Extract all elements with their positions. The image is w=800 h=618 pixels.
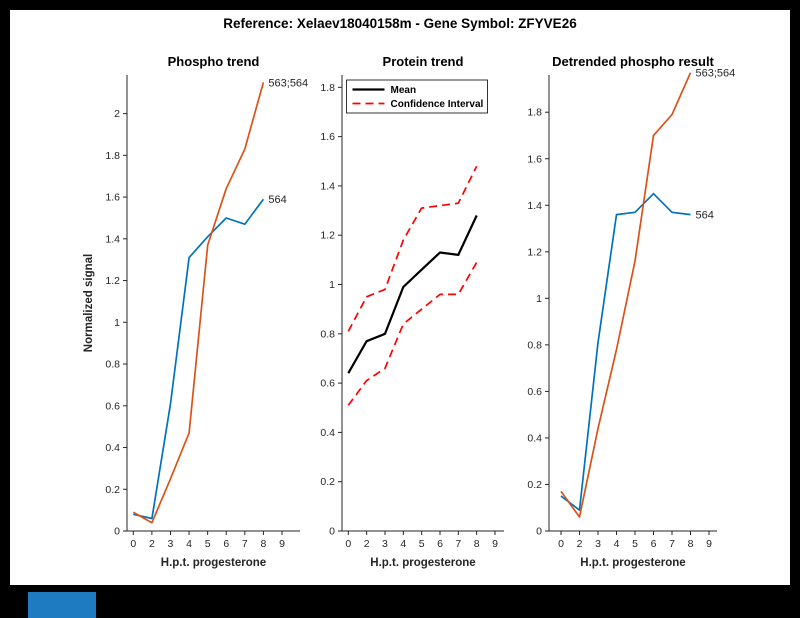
x-tick-label: 0 [130, 538, 136, 550]
y-axis-label: Normalized signal [83, 254, 95, 352]
subplot-phospho-trend: 0 0.2 0.4 0.6 0.8 1 1.2 1.4 1.6 1.8 2 0 2 3 4 5 6 7 8 9 Phos… [83, 54, 308, 569]
y-tick-label: 0.6 [320, 378, 335, 390]
series-end-label: 563;564 [696, 68, 736, 80]
y-tick-label: 0.6 [527, 386, 542, 398]
legend-label: Mean [391, 85, 417, 96]
taskbar-item[interactable] [28, 592, 96, 618]
x-axis-label: H.p.t. progesterone [580, 557, 685, 569]
x-tick-label: 6 [437, 538, 443, 550]
y-tick-label: 0 [329, 526, 335, 538]
x-tick-label: 7 [455, 538, 461, 550]
x-tick-label: 9 [706, 538, 712, 550]
x-tick-label: 4 [400, 538, 406, 550]
x-tick-label: 8 [260, 538, 266, 550]
y-tick-label: 1 [114, 317, 120, 329]
x-tick-label: 6 [651, 538, 657, 550]
y-tick-label: 1.8 [527, 107, 542, 119]
x-tick-label: 8 [688, 538, 694, 550]
y-tick-label: 0.2 [320, 476, 335, 488]
subplot-detrended-phospho-result: 0 0.2 0.4 0.6 0.8 1 1.2 1.4 1.6 1.8 0 2 3 4 5 6 7 8 9 Detre… [527, 54, 735, 569]
series-end-label: 563;564 [268, 77, 308, 89]
y-tick-label: 0 [114, 526, 120, 538]
y-tick-label: 1.6 [527, 153, 542, 165]
subplots-group: 00.20.40.60.811.21.41.61.820 2 3 4 5 6 7 8 9Phos… [83, 54, 735, 569]
series-line-563-564 [132, 82, 265, 524]
series-end-label: 564 [696, 210, 714, 222]
x-tick-label: 4 [186, 538, 192, 550]
x-axis-label: H.p.t. progesterone [161, 557, 266, 569]
x-tick-label: 2 [577, 538, 583, 550]
y-tick-label: 0.8 [105, 359, 120, 371]
x-tick-label: 3 [595, 538, 601, 550]
y-tick-label: 0.4 [105, 442, 120, 454]
y-axis-label-group: Normalized signal [83, 254, 95, 352]
x-tick-label: 2 [149, 538, 155, 550]
x-tick-label: 2 [364, 538, 370, 550]
subplot-protein-trend: 0 0.2 0.4 0.6 0.8 1 1.2 1.4 1.6 1.8 0 2 3 4 5 6 7 8 9 Prote… [320, 54, 504, 569]
series-line-confidence-interval-upper [347, 165, 478, 332]
x-tick-label: 5 [632, 538, 638, 550]
x-tick-label: 3 [168, 538, 174, 550]
series-line-564 [560, 192, 691, 511]
y-tick-label: 1.4 [320, 180, 335, 192]
y-tick-label: 1.4 [527, 200, 542, 212]
series-line-confidence-interval-lower [347, 261, 478, 406]
series-end-label: 564 [268, 194, 286, 206]
y-tick-label: 1.4 [105, 233, 120, 245]
x-tick-label: 7 [669, 538, 675, 550]
legend-label: Confidence Interval [391, 99, 484, 110]
x-tick-label: 9 [279, 538, 285, 550]
legend-box [346, 79, 488, 114]
y-tick-label: 0.4 [527, 432, 542, 444]
y-tick-label: 1.8 [105, 150, 120, 162]
y-tick-label: 0.4 [320, 427, 335, 439]
y-tick-label: 2 [114, 108, 120, 120]
x-tick-label: 3 [382, 538, 388, 550]
subplot-title: Protein trend [383, 54, 464, 69]
y-tick-label: 1.6 [320, 131, 335, 143]
y-tick-label: 1.6 [105, 192, 120, 204]
subplot-title: Detrended phospho result [552, 54, 714, 69]
x-tick-label: 4 [614, 538, 620, 550]
x-tick-label: 9 [492, 538, 498, 550]
x-tick-label: 5 [205, 538, 211, 550]
y-tick-label: 1.8 [320, 82, 335, 94]
y-tick-label: 1.2 [320, 230, 335, 242]
y-tick-label: 0.2 [527, 479, 542, 491]
x-tick-label: 0 [558, 538, 564, 550]
legend: Mean Confidence Interval [346, 79, 488, 114]
x-tick-label: 7 [242, 538, 248, 550]
y-tick-label: 0.8 [320, 328, 335, 340]
y-tick-label: 1 [329, 279, 335, 291]
series-line-563-564 [560, 72, 692, 518]
y-tick-label: 1.2 [105, 275, 120, 287]
x-tick-label: 8 [474, 538, 480, 550]
x-tick-label: 6 [223, 538, 229, 550]
series-line-mean [347, 215, 478, 374]
x-axis-label: H.p.t. progesterone [370, 557, 475, 569]
series-line-564 [133, 198, 265, 520]
subplot-title: Phospho trend [168, 54, 260, 69]
x-tick-label: 0 [345, 538, 351, 550]
y-tick-label: 0.2 [105, 484, 120, 496]
y-tick-label: 1 [536, 293, 542, 305]
figure-title: Reference: Xelaev18040158m - Gene Symbol… [223, 16, 577, 31]
y-tick-label: 0.6 [105, 400, 120, 412]
y-tick-label: 1.2 [527, 246, 542, 258]
y-tick-label: 0.8 [527, 339, 542, 351]
y-tick-label: 0 [536, 526, 542, 538]
x-tick-label: 5 [419, 538, 425, 550]
